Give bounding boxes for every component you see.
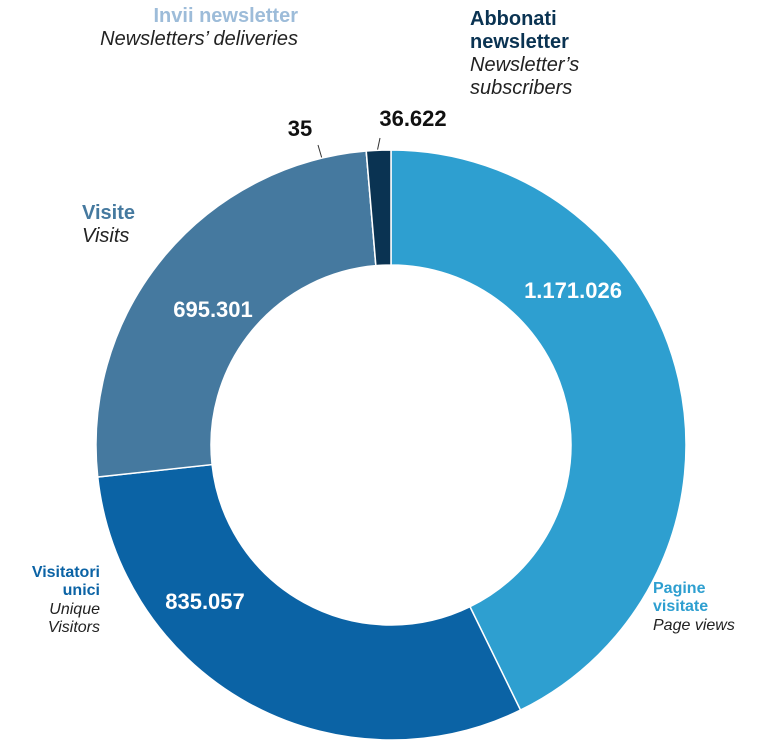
category-subtitle: Newsletter’s subscribers [470, 54, 580, 99]
category-name: Pagine visitate [653, 580, 709, 616]
value-label: 1.171.026 [524, 278, 622, 303]
category-label: Pagine visitate Page views [653, 580, 761, 635]
category-label: Abbonati newsletter Newsletter’s subscrib… [470, 8, 620, 100]
donut-segment [96, 463, 522, 741]
category-subtitle: Newsletters’ deliveries [100, 28, 298, 50]
category-subtitle: Visits [82, 225, 130, 247]
donut-segment [95, 150, 377, 478]
value-label: 35 [288, 116, 312, 141]
category-subtitle: Unique Visitors [47, 600, 100, 637]
category-name: Visitatori unici [31, 564, 100, 600]
value-label: 835.057 [165, 589, 245, 614]
category-label: Visitatori unici Unique Visitors [5, 564, 100, 638]
category-label: Visite Visits [82, 202, 202, 248]
category-name: Invii newsletter [153, 5, 299, 27]
donut-segment [390, 149, 687, 712]
category-subtitle: Page views [653, 616, 735, 634]
category-name: Visite [82, 202, 135, 224]
value-label: 36.622 [379, 106, 446, 131]
category-label: Invii newsletter Newsletters’ deliveries [100, 5, 298, 51]
value-label: 695.301 [173, 297, 253, 322]
category-name: Abbonati newsletter [470, 8, 569, 53]
donut-segment [365, 149, 392, 267]
